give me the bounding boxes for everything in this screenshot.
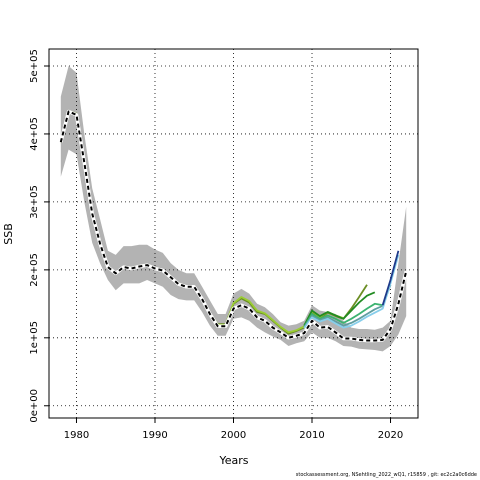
y-tick-label: 1e+05 xyxy=(29,321,40,355)
footer-note: stockassessment.org, NSehtling_2022_wQ1,… xyxy=(295,472,477,478)
y-tick-label: 4e+05 xyxy=(29,117,40,151)
series-4-line xyxy=(303,284,392,329)
y-tick-label: 3e+05 xyxy=(29,185,40,219)
series-5-line xyxy=(303,254,400,329)
y-tick-label: 5e+05 xyxy=(29,49,40,83)
axis-layer: 1980 1990 2000 2010 2020 0e+00 1e+05 2e+05 3e+05… xyxy=(29,49,403,441)
x-tick-label: 2000 xyxy=(221,430,246,441)
series-layer xyxy=(59,109,408,343)
confidence-band-layer xyxy=(60,66,407,352)
y-axis-title: SSB xyxy=(2,223,15,245)
x-tick-label: 1980 xyxy=(64,430,89,441)
series-3-line xyxy=(303,302,383,328)
y-tick-label: 2e+05 xyxy=(29,253,40,287)
x-axis-title: Years xyxy=(218,454,248,467)
series-6-line xyxy=(381,250,400,306)
confidence-band xyxy=(60,66,407,352)
x-tick-label: 2010 xyxy=(299,430,324,441)
y-tick-label: 0e+00 xyxy=(29,389,40,423)
x-tick-label: 2020 xyxy=(378,430,403,441)
x-tick-label: 1990 xyxy=(142,430,167,441)
series-2-line xyxy=(303,291,376,327)
grid-layer xyxy=(49,49,418,418)
series-7-line xyxy=(59,110,408,342)
